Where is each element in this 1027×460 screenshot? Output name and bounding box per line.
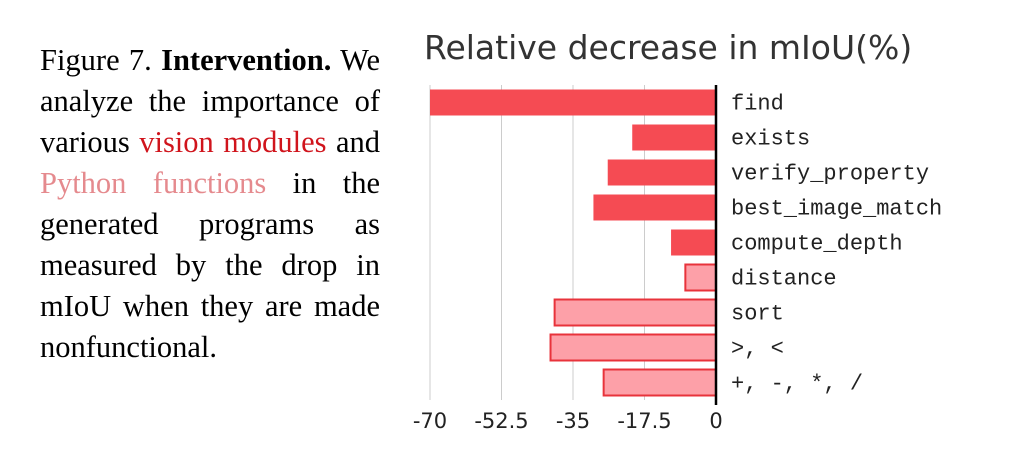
category-label: compute_depth [731, 232, 903, 257]
bar-distance [684, 263, 717, 292]
caption-vision-modules: vision modules [139, 125, 327, 159]
figure-number: Figure 7. [40, 43, 152, 77]
caption-python-functions: Python functions [40, 166, 267, 200]
category-label: find [731, 92, 784, 117]
x-tick-label: 0 [709, 409, 722, 433]
caption-and: and [335, 125, 381, 159]
category-label: best_image_match [731, 197, 942, 222]
x-tick-label: -70 [413, 409, 447, 433]
category-label: verify_property [731, 162, 929, 187]
bar-compute_depth [671, 229, 716, 256]
x-tick-label: -52.5 [474, 409, 528, 433]
caption-text-1: We analyze the impor­tance of various [40, 43, 380, 159]
bar-exists [632, 124, 716, 151]
figure-caption: Figure 7. Intervention. We analyze the i… [40, 40, 380, 368]
category-label: distance [731, 267, 837, 292]
x-tick-label: -17.5 [617, 409, 671, 433]
bar-sort [553, 298, 717, 327]
category-label: >, < [731, 337, 784, 362]
category-label: sort [731, 302, 784, 327]
category-label: +, -, *, / [731, 372, 863, 397]
bar-verify_property [607, 159, 716, 186]
bar-ops7 [549, 333, 717, 362]
category-label: exists [731, 127, 810, 152]
caption-text-2: in the gener­ated programs as mea­sured … [40, 166, 380, 364]
bar-find [430, 89, 716, 116]
caption-heading: Intervention. [161, 43, 332, 77]
bar-best_image_match [593, 194, 716, 221]
x-tick-label: -35 [556, 409, 590, 433]
bar-ops8 [602, 368, 718, 397]
chart-title: Relative decrease in mIoU(%) [424, 28, 913, 67]
